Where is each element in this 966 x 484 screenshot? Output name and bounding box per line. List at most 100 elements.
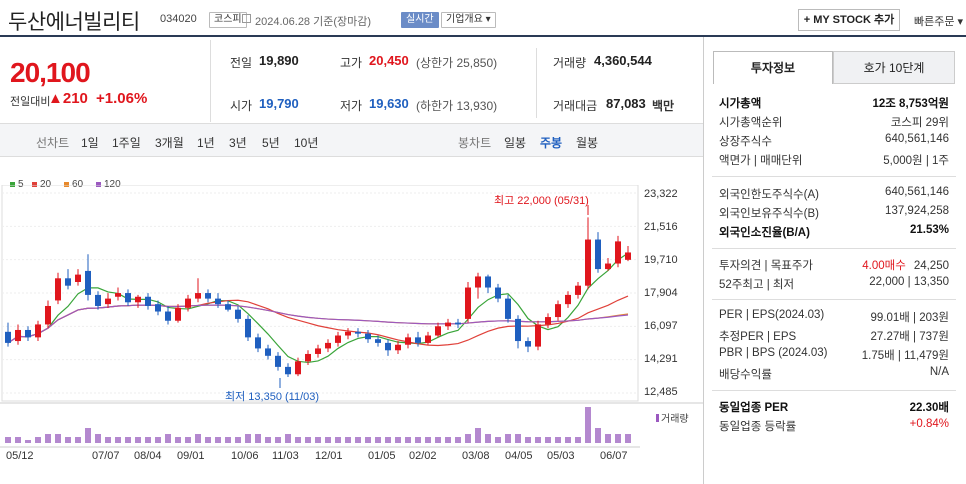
candle-body bbox=[365, 333, 371, 340]
row-separator bbox=[712, 390, 956, 391]
row-separator bbox=[712, 176, 956, 177]
info-value: 코스피 29위 bbox=[890, 117, 949, 129]
info-row: PER | EPS(2024.03) 99.01배 | 203원 bbox=[719, 309, 949, 324]
stock-name: 두산에너빌리티 bbox=[8, 11, 140, 34]
volume-bar bbox=[105, 437, 111, 443]
info-row: 외국인소진율(B/A) 21.53% bbox=[719, 224, 949, 240]
info-key: 외국인한도주식수(A) bbox=[719, 189, 819, 201]
candle-body bbox=[435, 326, 441, 336]
info-row: 동일업종 PER 22.30배 bbox=[719, 399, 949, 415]
x-tick: 05/03 bbox=[547, 450, 575, 462]
quick-order-button[interactable]: 빠른주문 ▾ bbox=[914, 16, 964, 28]
x-tick: 10/06 bbox=[231, 450, 259, 462]
x-tick: 11/03 bbox=[272, 450, 299, 462]
volume-bar bbox=[405, 437, 411, 443]
tab-order-book[interactable]: 호가 10단계 bbox=[833, 51, 955, 84]
price-chart[interactable] bbox=[0, 185, 703, 450]
volume-bar bbox=[295, 437, 301, 443]
row-separator bbox=[712, 299, 956, 300]
x-tick: 12/01 bbox=[315, 450, 343, 462]
upper-limit: (상한가 25,850) bbox=[416, 56, 498, 70]
volume-bar bbox=[235, 437, 241, 443]
candle-body bbox=[265, 348, 271, 356]
candle-monthly[interactable]: 월봉 bbox=[576, 136, 599, 150]
candle-body bbox=[215, 298, 221, 305]
candle-body bbox=[325, 342, 331, 349]
candle-body bbox=[395, 344, 401, 351]
period-3m[interactable]: 3개월 bbox=[155, 136, 184, 150]
volume-bar bbox=[595, 428, 601, 443]
volume-bar bbox=[395, 437, 401, 443]
volume-bar bbox=[135, 437, 141, 443]
candle-body bbox=[625, 252, 631, 260]
candle-body bbox=[15, 329, 21, 342]
candle-body bbox=[85, 270, 91, 295]
amount-value: 87,083 bbox=[606, 96, 646, 111]
volume-bar bbox=[425, 437, 431, 443]
volume-bar bbox=[165, 434, 171, 443]
y-tick: 17,904 bbox=[644, 287, 678, 299]
info-value: +0.84% bbox=[909, 418, 949, 430]
candle-body bbox=[615, 241, 621, 264]
info-value: 1.75배 | 11,479원 bbox=[861, 350, 949, 362]
volume-bar bbox=[205, 437, 211, 443]
volume-bar bbox=[145, 437, 151, 443]
period-3y[interactable]: 3년 bbox=[229, 136, 247, 150]
candle-body bbox=[195, 293, 201, 299]
x-tick: 09/01 bbox=[177, 450, 205, 462]
candle-body bbox=[355, 331, 361, 334]
volume-bar bbox=[415, 437, 421, 443]
volume-value: 4,360,544 bbox=[594, 53, 652, 68]
info-row: 52주최고 | 최저 22,000 | 13,350 bbox=[719, 276, 949, 292]
realtime-button[interactable]: 실시간 bbox=[401, 12, 439, 28]
candle-body bbox=[125, 293, 131, 303]
candle-daily[interactable]: 일봉 bbox=[504, 136, 527, 150]
period-1d[interactable]: 1일 bbox=[81, 136, 99, 150]
y-tick: 21,516 bbox=[644, 221, 678, 233]
volume-bar bbox=[255, 434, 261, 443]
x-tick: 03/08 bbox=[462, 450, 490, 462]
candle-body bbox=[535, 324, 541, 347]
info-value: 640,561,146 bbox=[885, 133, 949, 145]
period-1w[interactable]: 1주일 bbox=[112, 136, 141, 150]
volume-bar bbox=[585, 407, 591, 443]
volume-bar bbox=[85, 428, 91, 443]
info-key: 외국인보유주식수(B) bbox=[719, 208, 819, 220]
info-key: 배당수익률 bbox=[719, 369, 772, 381]
tab-invest-info[interactable]: 투자정보 bbox=[713, 51, 833, 84]
period-5y[interactable]: 5년 bbox=[262, 136, 280, 150]
info-row: 동일업종 등락률 +0.84% bbox=[719, 418, 949, 434]
volume-bar bbox=[15, 437, 21, 443]
candle-body bbox=[135, 296, 141, 303]
divider bbox=[703, 37, 704, 484]
candle-body bbox=[595, 239, 601, 270]
header bbox=[0, 0, 966, 37]
info-value: 27.27배 | 737원 bbox=[870, 331, 949, 343]
period-10y[interactable]: 10년 bbox=[294, 136, 319, 150]
candle-body bbox=[555, 304, 561, 318]
info-value: N/A bbox=[929, 366, 949, 378]
candle-body bbox=[525, 341, 531, 347]
volume-bar bbox=[315, 437, 321, 443]
stock-code: 034020 bbox=[160, 13, 197, 25]
x-tick: 01/05 bbox=[368, 450, 396, 462]
candle-body bbox=[605, 263, 611, 270]
candle-body bbox=[405, 337, 411, 345]
info-row: 시가총액 12조 8,753억원 bbox=[719, 95, 949, 111]
volume-bar bbox=[445, 437, 451, 443]
candle-weekly[interactable]: 주봉 bbox=[540, 136, 563, 150]
candle-body bbox=[155, 304, 161, 312]
mystock-add-button[interactable]: + MY STOCK 추가 bbox=[798, 9, 900, 31]
volume-bar bbox=[195, 434, 201, 443]
candle-body bbox=[465, 287, 471, 319]
volume-bar bbox=[615, 434, 621, 443]
x-tick: 06/07 bbox=[600, 450, 628, 462]
period-1y[interactable]: 1년 bbox=[197, 136, 215, 150]
company-info-button[interactable]: 기업개요 ▾ bbox=[441, 12, 496, 28]
volume-bar bbox=[75, 437, 81, 443]
moving-average-line bbox=[7, 252, 629, 364]
volume-bar bbox=[95, 434, 101, 443]
volume-bar bbox=[555, 437, 561, 443]
moving-average-line bbox=[7, 304, 629, 344]
high-annotation: 최고 22,000 (05/31) bbox=[494, 195, 589, 207]
